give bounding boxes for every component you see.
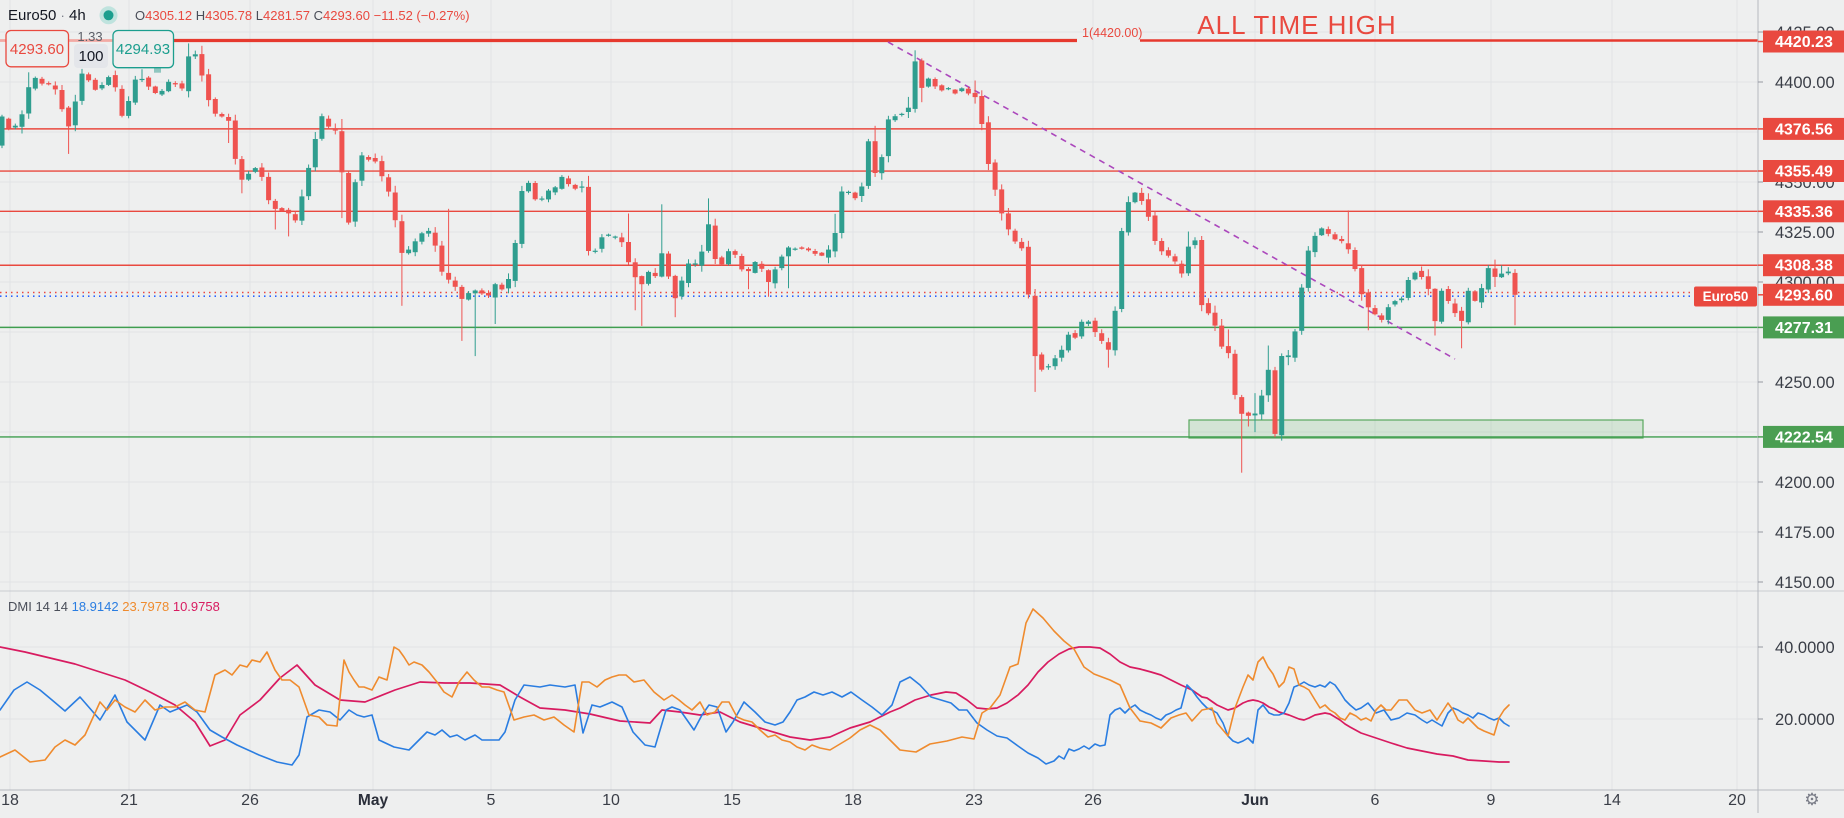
svg-text:4376.56: 4376.56 xyxy=(1775,121,1833,138)
svg-text:Euro50 · 4h: Euro50 · 4h xyxy=(8,7,86,24)
svg-text:May: May xyxy=(358,792,389,809)
svg-text:1(4420.00): 1(4420.00) xyxy=(1082,26,1142,40)
svg-text:5: 5 xyxy=(487,792,496,809)
svg-text:DMI 14 14 18.9142 23.7978 10.9: DMI 14 14 18.9142 23.7978 10.9758 xyxy=(8,599,220,614)
svg-text:4420.23: 4420.23 xyxy=(1775,34,1833,51)
svg-text:4222.54: 4222.54 xyxy=(1775,429,1833,446)
svg-text:10: 10 xyxy=(602,792,620,809)
svg-text:4250.00: 4250.00 xyxy=(1775,374,1835,392)
svg-text:4355.49: 4355.49 xyxy=(1775,164,1833,181)
svg-text:100: 100 xyxy=(78,48,103,65)
svg-text:20.0000: 20.0000 xyxy=(1775,711,1835,729)
svg-text:Jun: Jun xyxy=(1241,792,1269,809)
svg-text:4294.93: 4294.93 xyxy=(116,41,170,58)
svg-text:4293.60: 4293.60 xyxy=(1775,287,1833,304)
svg-text:26: 26 xyxy=(1084,792,1102,809)
svg-text:4150.00: 4150.00 xyxy=(1775,574,1835,592)
svg-text:4325.00: 4325.00 xyxy=(1775,224,1835,242)
svg-text:1.33: 1.33 xyxy=(77,29,102,44)
svg-text:18: 18 xyxy=(1,792,19,809)
svg-text:Euro50: Euro50 xyxy=(1703,289,1749,304)
svg-text:4175.00: 4175.00 xyxy=(1775,524,1835,542)
svg-text:21: 21 xyxy=(120,792,138,809)
svg-text:26: 26 xyxy=(241,792,259,809)
svg-text:15: 15 xyxy=(723,792,741,809)
svg-text:14: 14 xyxy=(1603,792,1621,809)
svg-text:40.0000: 40.0000 xyxy=(1775,639,1835,657)
svg-text:6: 6 xyxy=(1371,792,1380,809)
svg-text:O4305.12 H4305.78 L4281.57 C42: O4305.12 H4305.78 L4281.57 C4293.60 −11.… xyxy=(135,8,470,23)
svg-text:4308.38: 4308.38 xyxy=(1775,258,1833,275)
svg-text:4293.60: 4293.60 xyxy=(10,41,64,58)
svg-text:4200.00: 4200.00 xyxy=(1775,474,1835,492)
svg-text:4400.00: 4400.00 xyxy=(1775,74,1835,92)
svg-text:9: 9 xyxy=(1487,792,1496,809)
svg-text:4277.31: 4277.31 xyxy=(1775,320,1833,337)
svg-text:20: 20 xyxy=(1728,792,1746,809)
svg-text:23: 23 xyxy=(965,792,983,809)
svg-text:ALL TIME HIGH: ALL TIME HIGH xyxy=(1197,10,1396,40)
svg-text:18: 18 xyxy=(844,792,862,809)
svg-text:4335.36: 4335.36 xyxy=(1775,204,1833,221)
svg-text:⚙: ⚙ xyxy=(1804,790,1819,809)
